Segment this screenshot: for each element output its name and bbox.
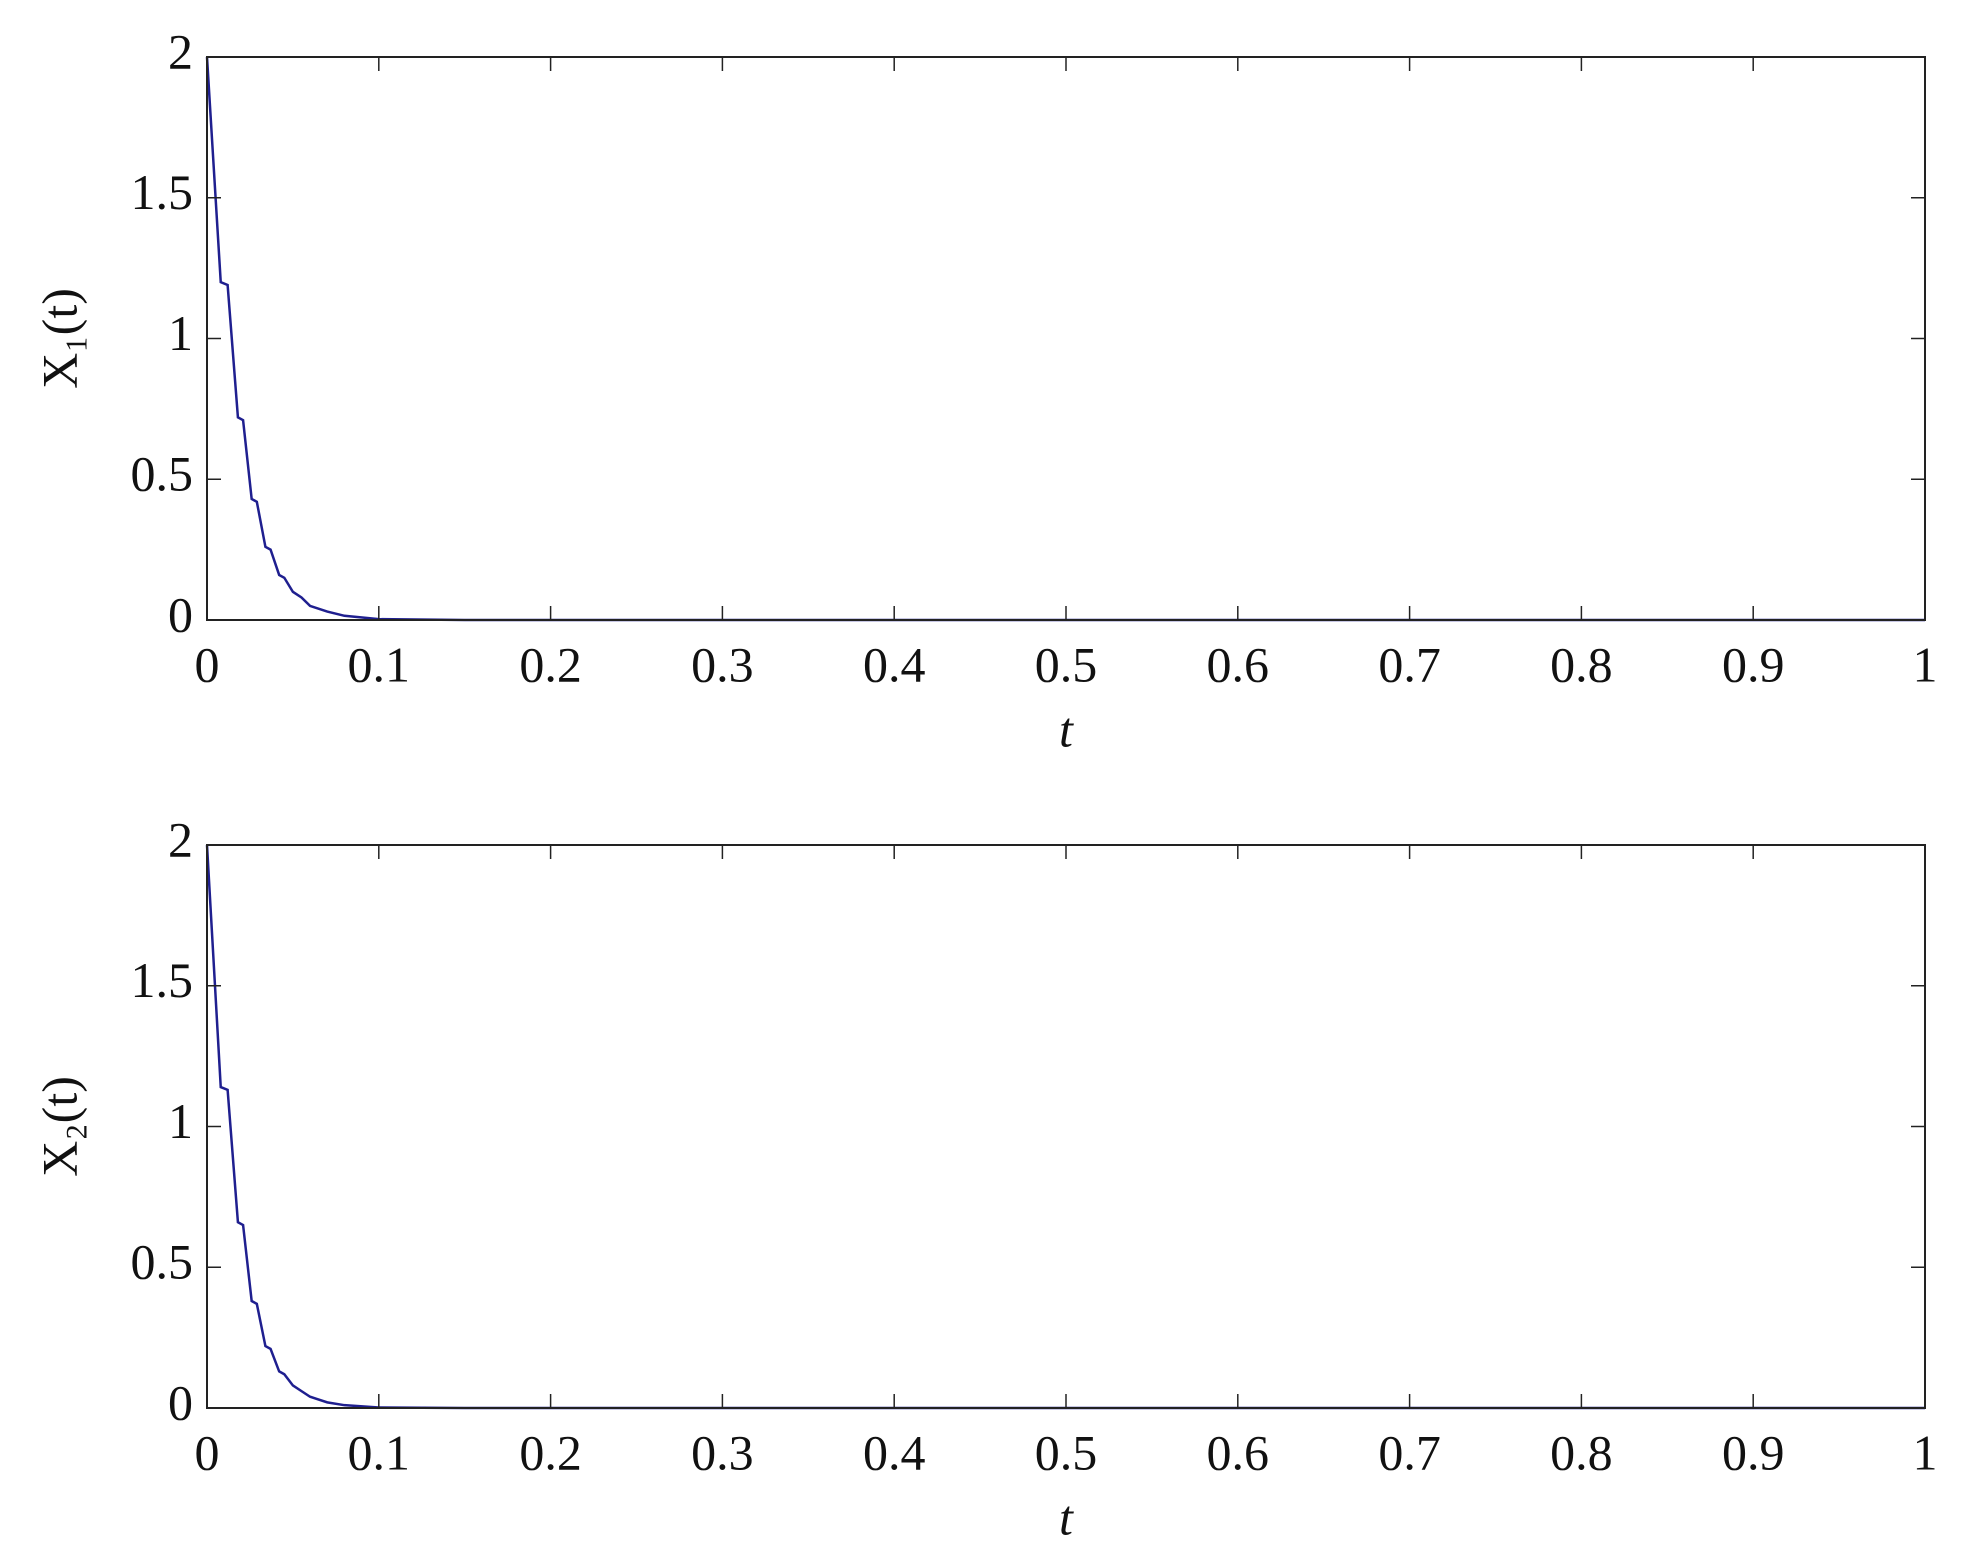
y-tick-label: 0.5 [131, 1234, 194, 1290]
x-tick-label: 0.4 [863, 636, 926, 692]
x-tick-label: 1 [1913, 1424, 1938, 1480]
x-tick-label: 0.1 [348, 636, 411, 692]
y-tick-label: 1 [168, 1093, 193, 1149]
x-tick-label: 0 [195, 1424, 220, 1480]
y-tick-label: 2 [168, 23, 193, 79]
x-tick-label: 0.6 [1207, 1424, 1270, 1480]
y-tick-label: 0.5 [131, 446, 194, 502]
x-tick-label: 0.1 [348, 1424, 411, 1480]
y-tick-label: 1 [168, 305, 193, 361]
x-tick-label: 0.3 [691, 1424, 754, 1480]
x-tick-label: 1 [1913, 636, 1938, 692]
x-tick-label: 0 [195, 636, 220, 692]
x-tick-label: 0.6 [1207, 636, 1270, 692]
x-tick-label: 0.9 [1722, 636, 1785, 692]
y-axis-label: X₂(t) [31, 1076, 87, 1177]
plot-frame [206, 56, 1926, 621]
x-tick-label: 0.8 [1550, 1424, 1613, 1480]
x-tick-label: 0.7 [1378, 1424, 1441, 1480]
x-tick-label: 0.2 [519, 636, 582, 692]
y-tick-label: 2 [168, 811, 193, 867]
x-tick-label: 0.9 [1722, 1424, 1785, 1480]
y-tick-label: 0 [168, 586, 193, 642]
x-tick-label: 0.3 [691, 636, 754, 692]
x-tick-label: 0.7 [1378, 636, 1441, 692]
y-axis-label: X₁(t) [31, 288, 87, 389]
y-tick-label: 0 [168, 1374, 193, 1430]
y-tick-label: 1.5 [131, 164, 194, 220]
x-tick-label: 0.4 [863, 1424, 926, 1480]
x-tick-label: 0.5 [1035, 1424, 1098, 1480]
x-tick-label: 0.2 [519, 1424, 582, 1480]
x-axis-label: t [1059, 1489, 1074, 1545]
y-tick-label: 1.5 [131, 952, 194, 1008]
data-line [205, 844, 1925, 1410]
plot-frame [206, 844, 1926, 1409]
data-line [205, 56, 1925, 622]
x-tick-label: 0.5 [1035, 636, 1098, 692]
x-axis-label: t [1059, 701, 1074, 757]
x-tick-label: 0.8 [1550, 636, 1613, 692]
